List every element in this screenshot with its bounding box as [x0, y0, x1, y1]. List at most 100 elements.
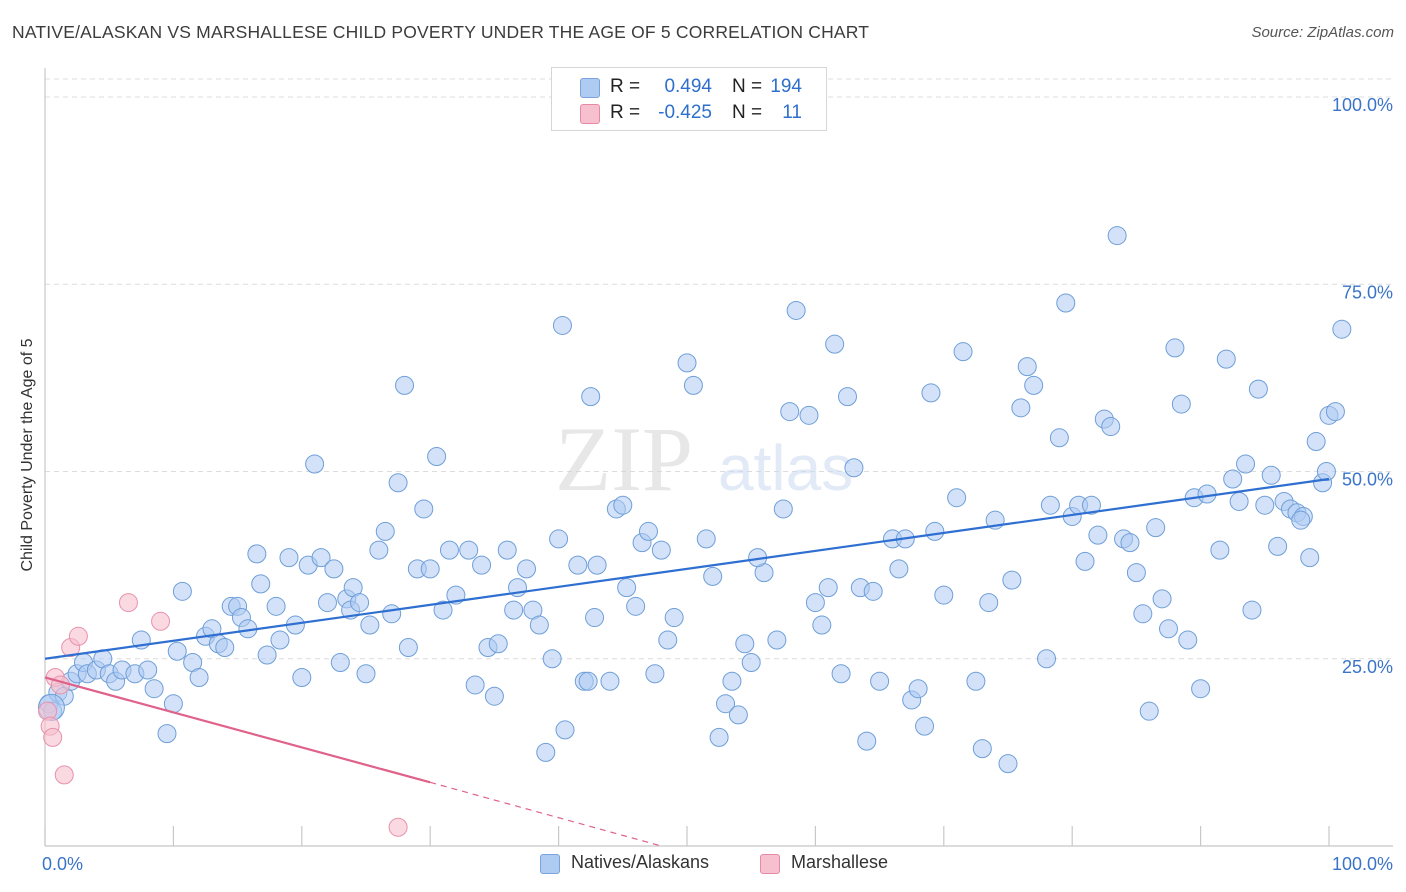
point-natives: [1332, 319, 1352, 339]
point-natives: [167, 641, 187, 661]
point-natives: [360, 615, 380, 635]
point-marshallese: [43, 727, 63, 747]
legend-swatch-marshallese: [760, 854, 780, 874]
point-marshallese: [50, 675, 70, 695]
point-natives: [703, 566, 723, 586]
point-natives: [395, 375, 415, 395]
point-natives: [517, 559, 536, 579]
legend-n-value: 194: [770, 76, 802, 97]
point-natives: [741, 652, 761, 672]
point-natives: [1088, 525, 1108, 545]
point-natives: [350, 593, 370, 613]
point-natives: [398, 638, 418, 658]
point-natives: [1316, 462, 1336, 481]
point-marshallese: [54, 765, 74, 785]
point-natives: [857, 731, 877, 751]
point-marshallese: [151, 611, 171, 631]
point-natives: [805, 593, 825, 613]
point-natives: [439, 540, 459, 560]
point-natives: [549, 529, 569, 549]
legend-n-label: N =: [732, 102, 763, 123]
point-natives: [138, 660, 158, 680]
point-natives: [1139, 701, 1159, 721]
point-natives: [972, 739, 992, 759]
point-natives: [979, 593, 999, 613]
point-natives: [388, 473, 408, 493]
point-natives: [420, 559, 440, 579]
point-natives: [568, 555, 588, 575]
point-natives: [696, 529, 716, 549]
point-natives: [1216, 349, 1236, 369]
watermark: ZIP atlas: [555, 408, 853, 510]
point-natives: [427, 447, 447, 467]
point-natives: [144, 679, 164, 699]
point-natives: [555, 720, 575, 740]
point-natives: [1101, 417, 1121, 437]
trend-line-marshallese: [44, 676, 431, 784]
watermark-atlas: atlas: [718, 432, 853, 504]
point-natives: [658, 630, 678, 650]
correlation-legend: R = 0.494 N = 194 R = -0.425 N = 11: [551, 67, 827, 131]
point-natives: [863, 581, 883, 601]
point-natives: [292, 667, 312, 687]
trend-lines: [44, 477, 1330, 847]
y-tick-label: 50.0%: [1342, 470, 1393, 490]
y-tick-label: 75.0%: [1342, 282, 1393, 302]
point-natives: [773, 499, 793, 519]
point-natives: [709, 727, 729, 747]
point-natives: [157, 724, 177, 744]
point-natives: [613, 495, 633, 515]
point-natives: [324, 559, 344, 579]
point-natives: [683, 375, 703, 395]
point-natives: [581, 387, 601, 407]
point-natives: [305, 454, 325, 474]
point-natives: [1040, 495, 1060, 515]
point-natives: [1248, 379, 1268, 399]
point-natives: [1197, 484, 1217, 504]
point-natives: [908, 679, 928, 699]
point-marshallese: [118, 593, 138, 613]
point-natives: [1165, 338, 1185, 358]
point-natives: [1002, 570, 1022, 590]
watermark-zip: ZIP: [555, 408, 693, 510]
legend-n-value: 11: [782, 102, 802, 123]
point-natives: [818, 578, 838, 598]
legend-swatch-natives: [580, 78, 600, 98]
legend-r-label: R =: [610, 102, 641, 123]
point-natives: [825, 334, 845, 354]
point-natives: [1037, 649, 1057, 669]
point-natives: [369, 540, 389, 560]
x-tick-label: 100.0%: [1332, 854, 1393, 874]
point-natives: [536, 742, 556, 762]
point-natives: [626, 596, 646, 616]
point-natives: [1075, 551, 1095, 571]
point-natives: [504, 600, 524, 620]
point-natives: [870, 671, 890, 691]
point-natives: [651, 540, 671, 560]
point-natives: [266, 596, 286, 616]
point-natives: [1178, 630, 1198, 650]
point-natives: [414, 499, 434, 519]
point-natives: [1229, 491, 1249, 511]
point-natives: [578, 671, 598, 691]
point-natives: [925, 521, 945, 541]
point-natives: [587, 555, 607, 575]
point-natives: [600, 671, 620, 691]
point-natives: [247, 544, 267, 564]
point-natives: [1236, 454, 1256, 474]
point-natives: [767, 630, 787, 650]
legend-swatch-natives: [540, 854, 560, 874]
point-natives: [1261, 465, 1281, 485]
point-natives: [317, 593, 337, 613]
point-natives: [279, 548, 299, 568]
point-natives: [465, 675, 485, 695]
point-natives: [1081, 495, 1101, 515]
point-natives: [1306, 432, 1326, 452]
point-natives: [1049, 428, 1069, 448]
point-natives: [844, 458, 864, 478]
point-natives: [1325, 402, 1345, 422]
point-natives: [638, 521, 658, 541]
point-marshallese: [68, 626, 88, 646]
data-points: [37, 226, 1352, 837]
point-natives: [677, 353, 697, 373]
